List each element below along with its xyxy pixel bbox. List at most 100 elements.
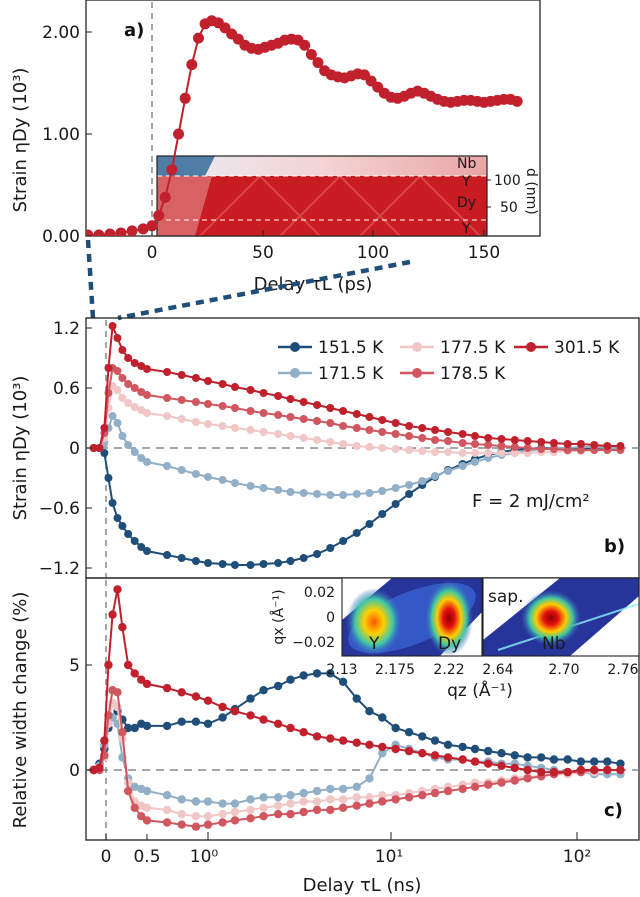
a-ylabel: Strain ηDy (10³) (10, 68, 31, 213)
data-point-b-3015 (95, 444, 104, 452)
data-point-c-1775 (338, 795, 348, 804)
data-point-c-1515 (430, 736, 440, 745)
data-point-b-1775 (365, 443, 374, 451)
rsm-left-xtick: 2.175 (375, 662, 415, 678)
data-point-b-1775 (259, 428, 268, 436)
data-point-c-1785 (378, 797, 387, 806)
data-point-b-1785 (218, 402, 227, 410)
a-xtick-label: 150 (468, 243, 500, 263)
data-point-b-3015 (89, 444, 98, 452)
data-point-b-1785 (326, 419, 335, 427)
data-point-c-1515 (549, 755, 559, 764)
data-point-c-3015 (378, 742, 387, 752)
zoom-connector-left (85, 239, 96, 319)
rsm-right-frame (482, 577, 640, 657)
data-point-c-1785 (430, 788, 440, 798)
data-point-b-1715 (246, 482, 255, 490)
data-point-b-3015 (259, 389, 268, 397)
a-xlabel: Delay τL (ps) (254, 274, 373, 295)
data-point-b-1775 (274, 430, 283, 438)
data-point-c-3015 (191, 692, 201, 701)
c-xtick-label: 10² (563, 847, 591, 867)
a-xtick-label: 0 (147, 243, 158, 263)
data-point-b-1515 (352, 529, 361, 537)
data-point-b-1775 (326, 438, 335, 446)
b-ytick-label: 0.6 (53, 379, 80, 399)
data-point-b-3015 (537, 438, 546, 446)
data-point-c-3015 (326, 734, 335, 743)
data-point-b-3015 (274, 392, 283, 400)
data-point-c-3015 (130, 669, 139, 678)
series-line-b-1515 (93, 447, 621, 566)
panel-a-series (86, 15, 523, 236)
legend-marker-177 (412, 342, 422, 352)
rsm-label-dy: Dy (438, 634, 461, 654)
data-point-c-1715 (230, 799, 240, 808)
data-point-b-1715 (378, 487, 387, 495)
data-point-c-3015 (549, 767, 559, 777)
data-point-b-3015 (590, 441, 599, 449)
data-point-c-3015 (118, 623, 127, 632)
data-point-a-3015 (159, 191, 171, 203)
data-point-b-1515 (130, 537, 139, 545)
data-point-b-1715 (124, 441, 133, 449)
data-point-b-1785 (274, 411, 283, 419)
data-point-b-3015 (118, 346, 127, 354)
data-point-b-1515 (365, 520, 374, 528)
data-point-c-1785 (404, 793, 414, 802)
data-point-c-1775 (312, 797, 322, 806)
inset-heatmap-top (157, 156, 487, 176)
data-point-c-1515 (259, 686, 268, 695)
data-point-b-1785 (418, 434, 427, 442)
data-point-c-1515 (404, 728, 414, 737)
data-point-b-1715 (444, 467, 453, 475)
data-point-b-1775 (118, 394, 127, 402)
data-point-c-1515 (130, 723, 139, 733)
data-point-c-1515 (123, 723, 133, 733)
data-point-b-3015 (299, 398, 308, 406)
data-point-c-1775 (246, 805, 255, 815)
inset-layer-y-top: Y (461, 174, 471, 190)
data-point-b-1775 (444, 448, 453, 456)
data-point-c-1715 (378, 749, 387, 758)
data-point-c-1775 (142, 803, 152, 812)
data-point-a-3015 (137, 223, 149, 235)
data-point-b-1775 (431, 448, 440, 456)
series-line-b-3015 (93, 325, 621, 449)
data-point-c-1515 (246, 694, 255, 703)
data-point-b-1785 (113, 367, 122, 375)
data-point-c-3015 (137, 675, 146, 684)
a-xtick-label: 50 (252, 243, 274, 263)
data-point-b-1775 (113, 386, 122, 394)
data-point-a-3015 (312, 57, 324, 69)
rsm-ylabel: qx (Å⁻¹) (270, 589, 287, 644)
data-point-b-1515 (204, 559, 212, 567)
c-ylabel: Relative width change (%) (10, 592, 31, 829)
data-point-c-3015 (108, 610, 117, 619)
data-point-c-1515 (203, 719, 213, 728)
data-point-c-1715 (203, 797, 213, 806)
data-point-c-1515 (576, 757, 586, 766)
data-point-a-3015 (511, 95, 523, 107)
data-point-b-3015 (313, 401, 322, 409)
inset-axis-tick-50: 50 (500, 200, 518, 216)
data-point-c-3015 (218, 702, 227, 712)
data-point-b-3015 (431, 426, 440, 434)
data-point-b-1515 (299, 554, 308, 562)
data-point-b-1775 (177, 415, 186, 423)
data-point-c-3015 (418, 749, 427, 758)
data-point-c-1515 (378, 713, 387, 722)
data-point-b-3015 (108, 322, 117, 330)
data-point-b-1775 (313, 436, 322, 444)
data-point-b-1515 (326, 544, 335, 552)
data-point-b-1785 (352, 424, 361, 432)
data-point-c-3015 (391, 744, 400, 754)
c-inset: Y Dy sap. Nb 0.02 0 −0.02 qx (Å⁻¹) 2.13 … (270, 577, 640, 701)
data-point-c-1515 (299, 671, 308, 680)
data-point-a-3015 (192, 32, 204, 44)
data-point-a-3015 (115, 227, 127, 236)
legend-marker-151 (290, 342, 300, 352)
data-point-c-3015 (104, 660, 113, 670)
rsm-label-nb: Nb (542, 634, 566, 654)
data-point-b-1785 (163, 394, 172, 402)
